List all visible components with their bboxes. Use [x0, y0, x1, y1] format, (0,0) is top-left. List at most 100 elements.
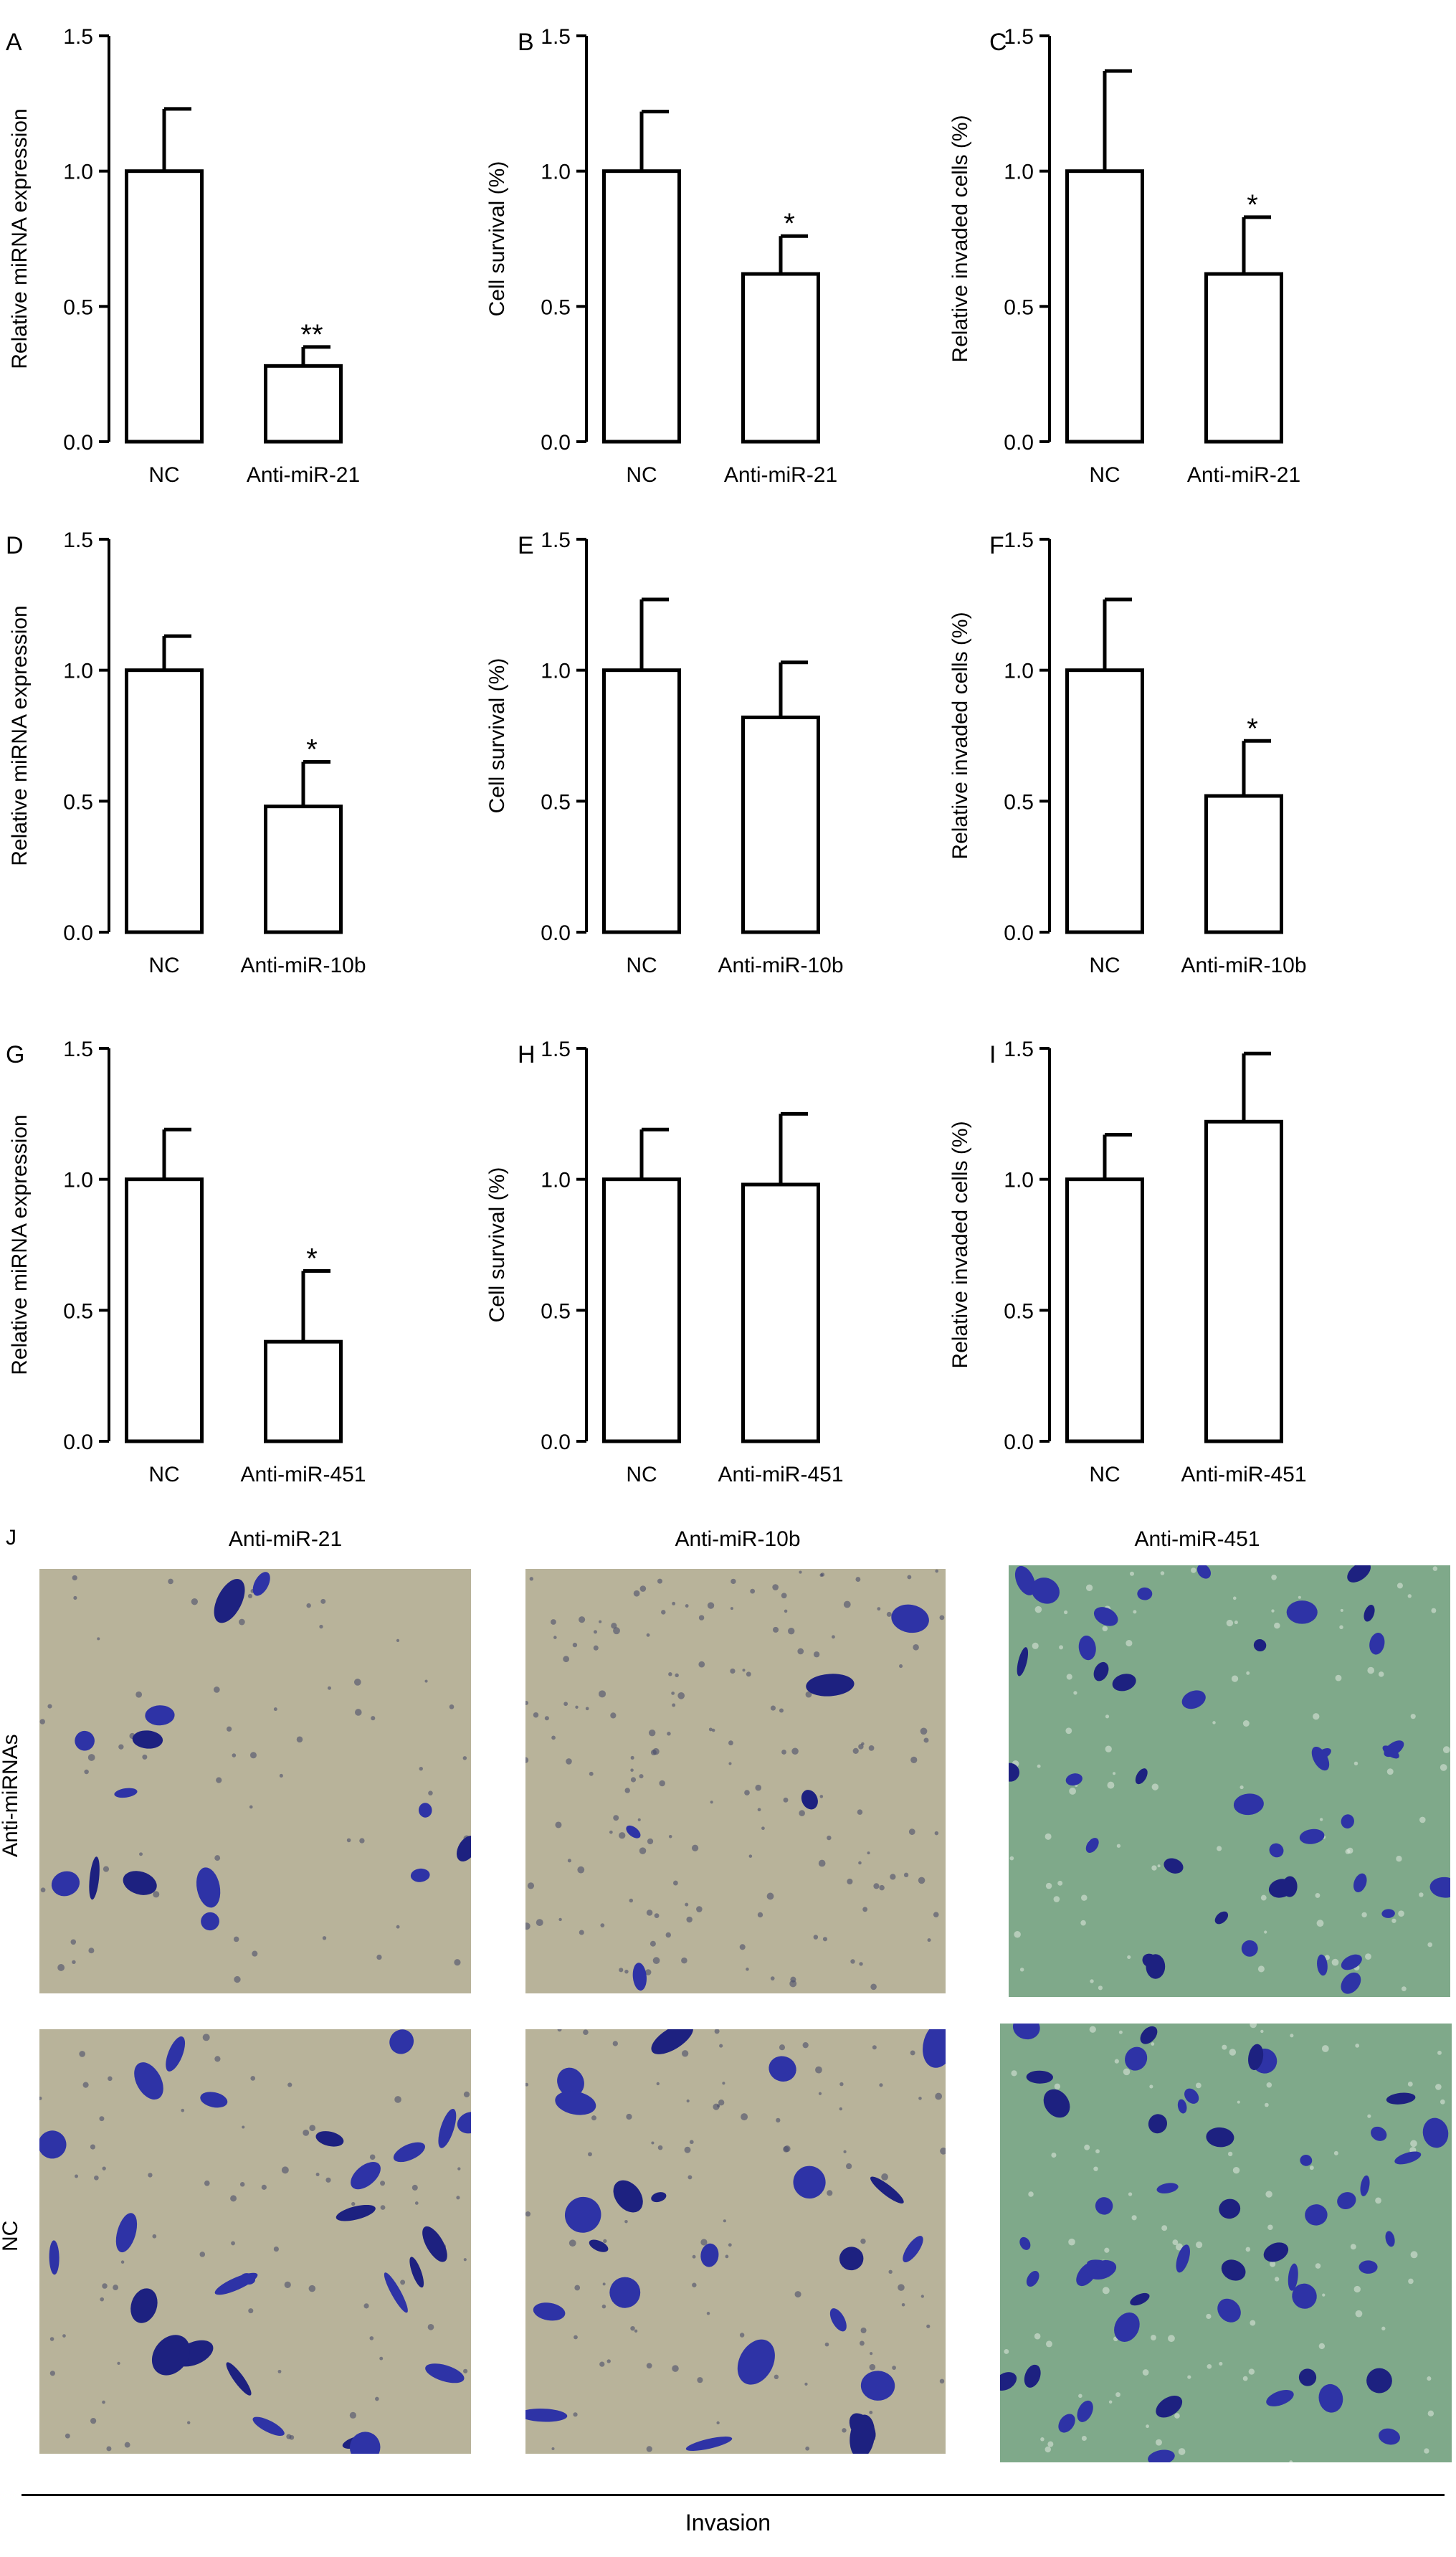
y-tick-label-b-0: 0.0 — [541, 431, 571, 455]
micrograph-pore — [920, 1727, 928, 1735]
significance-c-1: * — [1247, 189, 1258, 221]
micrograph-pore — [536, 1919, 543, 1927]
stained-cell — [1085, 1838, 1099, 1853]
micrograph-pore — [226, 1726, 232, 1732]
x-tick-label-d-0: NC — [148, 954, 179, 977]
y-axis-label-c: Relative invaded cells (%) — [948, 115, 972, 362]
micrograph-pore — [1350, 2244, 1356, 2250]
micrograph-pore — [1245, 2247, 1251, 2252]
micrograph-pore — [346, 1838, 351, 1843]
micrograph-pore — [375, 2396, 379, 2401]
stained-cell — [769, 2056, 796, 2082]
bar-h-1 — [741, 1182, 820, 1443]
micrograph-pore — [624, 1788, 630, 1793]
stained-cell — [1263, 2242, 1289, 2262]
micrograph-pore — [815, 2066, 822, 2074]
micrograph-pore — [40, 1887, 46, 1893]
micrograph-pore — [463, 2258, 467, 2262]
micrograph-pore — [1084, 2144, 1090, 2150]
y-axis-label-d: Relative miRNA expression — [8, 605, 32, 865]
stained-cell — [393, 2142, 425, 2163]
micrograph-pore — [1260, 2029, 1264, 2034]
micrograph-pore — [750, 1588, 756, 1594]
stained-cell — [903, 2236, 923, 2263]
micrograph-pore — [1151, 2042, 1155, 2046]
stained-cell — [1318, 2383, 1343, 2413]
micrograph-pore — [1127, 1955, 1131, 1960]
micrograph-pore — [181, 2108, 185, 2112]
micrograph-pore — [82, 2082, 89, 2088]
micrograph-pore — [1381, 2326, 1386, 2330]
significance-g-1: * — [306, 1243, 318, 1275]
stained-cell — [1385, 2231, 1395, 2247]
micrograph-pore — [1187, 2375, 1191, 2379]
stained-cell — [700, 2243, 719, 2267]
micrograph-pore — [839, 2082, 844, 2087]
micrograph-pore — [935, 2092, 943, 2100]
micrograph-pore — [551, 1619, 556, 1625]
micrograph-pore — [62, 2334, 66, 2338]
micrograph-pore — [152, 2234, 157, 2239]
y-axis-label-f: Relative invaded cells (%) — [948, 612, 972, 859]
micrograph-pore — [1345, 1849, 1351, 1854]
micrograph-pore — [659, 1780, 665, 1787]
micrograph-pore — [672, 2365, 679, 2372]
stained-cell — [609, 2277, 641, 2308]
micrograph-pore — [706, 2312, 710, 2315]
micrograph-pore — [1116, 1844, 1121, 1848]
micrograph-pore — [572, 1642, 578, 1648]
y-tick-label-g-0: 0.0 — [63, 1431, 93, 1454]
micrograph-pore — [1131, 2215, 1137, 2221]
micrograph-pore — [1053, 1896, 1060, 1902]
micrograph-pore — [1267, 2224, 1273, 2230]
stained-cell — [351, 2161, 381, 2190]
micrograph-pore — [277, 2369, 282, 2373]
micrograph-pore — [591, 2115, 597, 2121]
micrograph-pore — [1151, 1783, 1159, 1790]
stained-cell — [419, 1803, 432, 1818]
micrograph-pore — [454, 1959, 461, 1966]
micrograph-pore — [1207, 2363, 1212, 2369]
stained-cell — [737, 2339, 775, 2385]
micrograph-pore — [1178, 2448, 1186, 2455]
micrograph-pore — [652, 1957, 660, 1965]
stained-cell — [1130, 2292, 1150, 2306]
micrograph-pore — [371, 1716, 376, 1721]
micrograph-pore — [462, 1756, 467, 1760]
micrograph-pore — [1128, 2192, 1133, 2196]
micrograph-pore — [779, 1708, 784, 1713]
micrograph-pore — [799, 1570, 802, 1574]
micrograph-pore — [1340, 1608, 1343, 1612]
micrograph-pore — [654, 1913, 660, 1919]
micrograph-pore — [230, 2195, 237, 2202]
micrograph-pore — [610, 1712, 617, 1719]
micrograph-pore — [1073, 1691, 1077, 1695]
stained-cell — [1214, 1911, 1229, 1925]
stained-cell — [1217, 2298, 1241, 2323]
micrograph-pore — [577, 1866, 585, 1874]
micrograph-pore — [327, 1686, 331, 1690]
micrograph-pore — [818, 2092, 822, 2095]
micrograph-pore — [589, 1771, 594, 1776]
stained-cell — [1360, 2175, 1370, 2196]
micrograph-pore — [1149, 2084, 1153, 2089]
stained-cell — [1148, 2114, 1168, 2134]
x-tick-label-g-1: Anti-miR-451 — [240, 1463, 366, 1486]
micrograph-pore — [102, 2166, 106, 2171]
y-axis-label-e: Cell survival (%) — [485, 658, 509, 814]
micrograph-pore — [1419, 1892, 1424, 1897]
y-tick-label-h-3: 1.5 — [541, 1038, 571, 1061]
x-tick-label-e-0: NC — [626, 954, 657, 977]
micrograph-pore — [686, 1916, 693, 1923]
y-tick-label-c-2: 1.0 — [1004, 161, 1034, 184]
micrograph-pore — [1107, 1781, 1115, 1789]
stained-cell — [115, 2213, 138, 2253]
micrograph-pore — [639, 1847, 647, 1854]
micrograph-pore — [1250, 2320, 1256, 2326]
y-tick-label-e-3: 1.5 — [541, 528, 571, 552]
micrograph-pore — [639, 1585, 647, 1592]
micrograph-anti-mir-10b-treated — [525, 1569, 946, 1993]
micrograph-pore — [1004, 2349, 1009, 2354]
micrograph-pore — [1047, 2441, 1054, 2447]
stained-cell — [1135, 1768, 1148, 1785]
